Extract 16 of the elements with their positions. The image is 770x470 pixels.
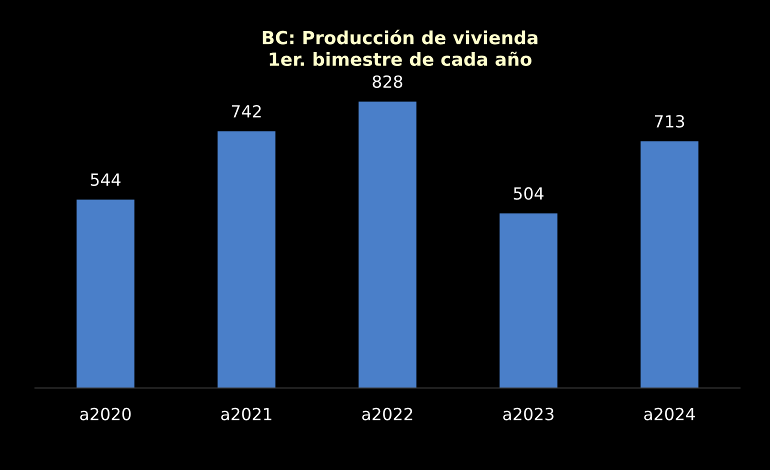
x-tick-label: a2024 xyxy=(644,408,695,420)
bar xyxy=(358,102,416,388)
x-tick-label: a2021 xyxy=(221,408,272,420)
x-tick-label: a2020 xyxy=(80,408,131,420)
data-label: 504 xyxy=(514,187,544,200)
x-tick-label: a2022 xyxy=(362,408,412,420)
bar xyxy=(76,200,134,388)
bar xyxy=(640,141,698,388)
bar xyxy=(218,131,276,388)
x-tick-label: a2023 xyxy=(503,408,554,420)
bar xyxy=(500,213,558,388)
data-label: 544 xyxy=(90,174,120,186)
data-label: 742 xyxy=(232,105,261,118)
data-label: 713 xyxy=(654,115,684,128)
chart-title: BC: Producción de vivienda 1er. bimestre de cada año xyxy=(262,30,538,66)
data-label: 828 xyxy=(372,75,402,88)
